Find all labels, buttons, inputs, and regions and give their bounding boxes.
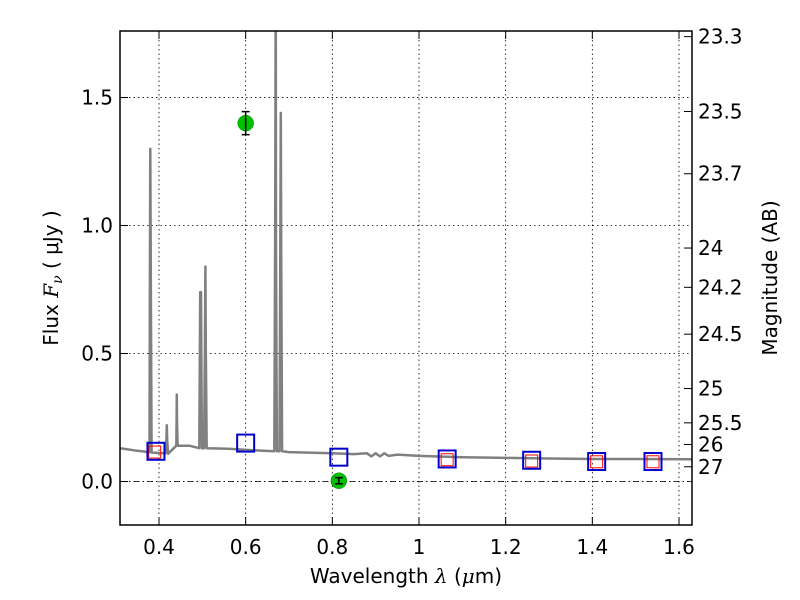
- y-tick-label: 1.5: [81, 86, 113, 110]
- magnitude-tick-label: 23.3: [698, 25, 743, 49]
- x-tick-label: 0.6: [230, 535, 262, 559]
- observed-photometry-point: [146, 441, 166, 461]
- spectrum-line: [120, 31, 692, 461]
- y-tick-label: 1.0: [81, 214, 113, 238]
- axis-ticks: 0.4 0.6 0.8 1 1.2 1.4 1.6 0.0 0.5 1.0 1.5 23.3 23.5 2…: [81, 25, 742, 559]
- magnitude-tick-label: 27: [698, 455, 723, 479]
- model-photometry-point: [646, 455, 660, 469]
- magnitude-tick-label: 24: [698, 236, 723, 260]
- magnitude-tick-label: 26: [698, 432, 723, 456]
- model-photometry-point: [440, 453, 454, 467]
- y-tick-label: 0.0: [81, 469, 113, 493]
- observed-photometry-point: [236, 433, 256, 453]
- model-photometry-point: [525, 454, 539, 468]
- magnitude-axis-label: Magnitude (AB): [758, 200, 782, 355]
- x-axis-label: Wavelength λ (μm): [310, 564, 502, 588]
- photometry-points: [146, 110, 663, 489]
- magnitude-tick-label: 25: [698, 377, 723, 401]
- observed-photometry-point: [329, 447, 349, 467]
- observed-photometry-point: [522, 450, 542, 470]
- magnitude-tick-label: 23.7: [698, 162, 743, 186]
- observed-photometry-point: [643, 452, 663, 472]
- magnitude-tick-label: 24.5: [698, 322, 743, 346]
- observed-photometry-point: [587, 452, 607, 472]
- model-spectrum-line: [120, 31, 692, 461]
- model-photometry-point: [148, 445, 162, 459]
- plot-frame: [119, 30, 693, 526]
- observed-photometry-point: [437, 449, 457, 469]
- y-axis-label: Flux Fν ( μJy ): [39, 210, 67, 345]
- magnitude-tick-label: 25.5: [698, 411, 743, 435]
- x-tick-label: 1.4: [576, 535, 608, 559]
- y-tick-label: 0.5: [81, 342, 113, 366]
- magnitude-tick-label: 24.2: [698, 275, 743, 299]
- x-tick-label: 1.6: [663, 535, 695, 559]
- x-tick-label: 0.8: [316, 535, 348, 559]
- x-tick-label: 1: [413, 535, 426, 559]
- magnitude-tick-label: 23.5: [698, 99, 743, 123]
- x-tick-label: 1.2: [490, 535, 522, 559]
- model-photometry-point: [590, 455, 604, 469]
- x-tick-label: 0.4: [143, 535, 175, 559]
